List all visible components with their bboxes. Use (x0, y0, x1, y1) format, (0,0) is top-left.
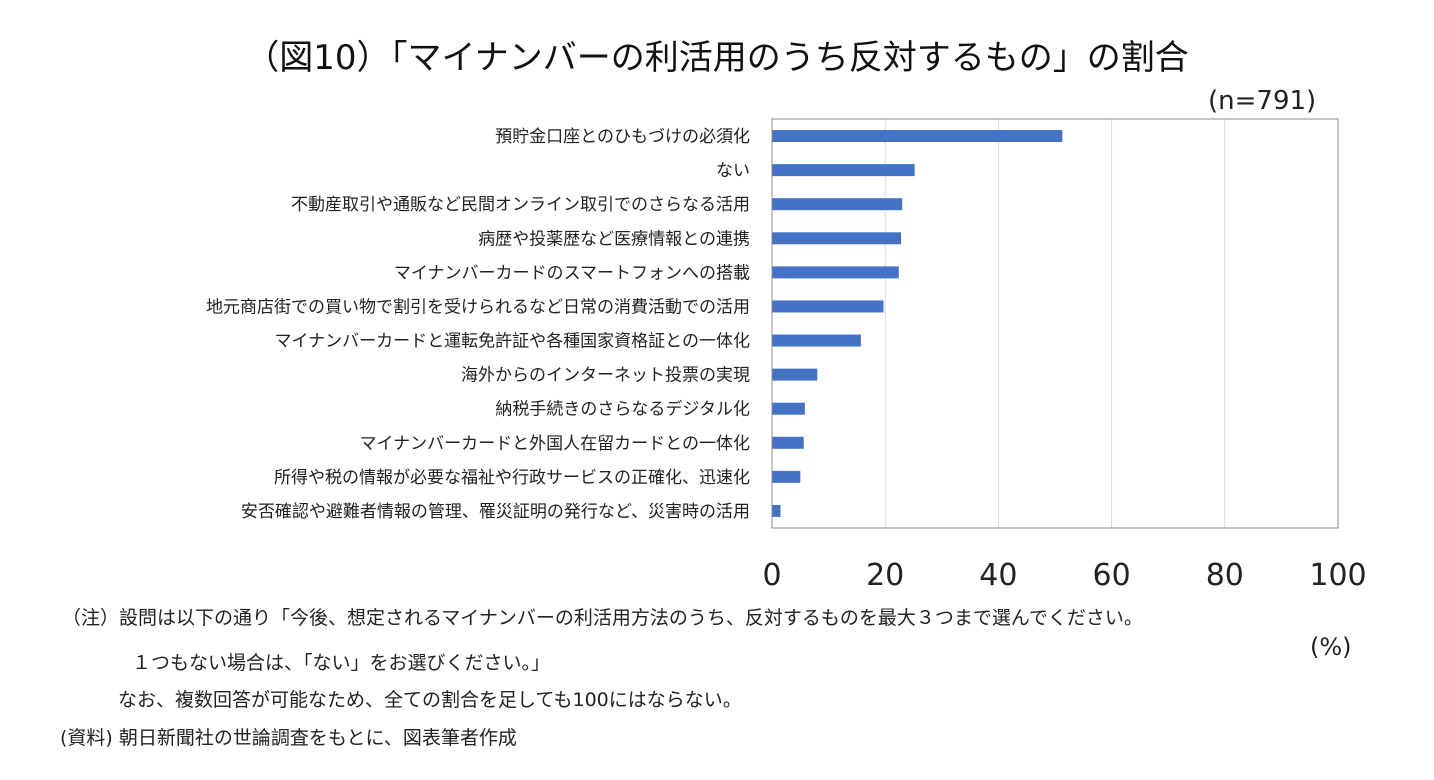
note-line-1: （注）設問は以下の通り「今後、想定されるマイナンバーの利活用方法のうち、反対する… (62, 607, 1143, 629)
gridlines (884, 119, 1226, 528)
x-tick-label: 60 (1093, 558, 1131, 593)
x-tick-labels: 0 20 40 60 80 100 (762, 558, 1366, 593)
x-tick-label: 80 (1206, 558, 1244, 593)
source-line: (資料) 朝日新聞社の世論調査をもとに、図表筆者作成 (60, 727, 517, 749)
bar (772, 130, 1063, 143)
bar (772, 470, 801, 483)
category-label: 安否確認や避難者情報の管理、罹災証明の発行など、災害時の活用 (241, 502, 750, 522)
note-line-3: なお、複数回答が可能なため、全ての割合を足しても100にはならない。 (118, 689, 742, 711)
bar-chart: 預貯金口座とのひもづけの必須化ない不動産取引や通販など民間オンライン取引でのさら… (206, 118, 1367, 593)
bar (772, 436, 804, 449)
x-tick-label: 40 (979, 558, 1017, 593)
category-label: 海外からのインターネット投票の実現 (461, 366, 750, 386)
category-label: 納税手続きのさらなるデジタル化 (495, 399, 750, 420)
bars (772, 130, 1063, 517)
bar (772, 266, 899, 279)
category-label: マイナンバーカードのスマートフォンへの搭載 (394, 263, 750, 283)
plot-area-border (771, 118, 1339, 529)
bar (772, 334, 861, 347)
x-tick-label: 20 (866, 558, 904, 593)
bar (772, 368, 818, 381)
category-label: マイナンバーカードと外国人在留カードとの一体化 (360, 434, 751, 454)
chart-title: （図10）「マイナンバーの利活用のうち反対するもの」の割合 (245, 38, 1189, 78)
category-label: 病歴や投薬歴など医療情報との連携 (478, 229, 750, 249)
category-label: マイナンバーカードと運転免許証や各種国家資格証との一体化 (275, 332, 751, 352)
bar (772, 504, 781, 517)
category-labels: 預貯金口座とのひもづけの必須化ない不動産取引や通販など民間オンライン取引でのさら… (206, 127, 750, 522)
category-label: 預貯金口座とのひもづけの必須化 (495, 127, 750, 147)
bar (772, 232, 902, 245)
sample-size-label: (n=791) (1208, 86, 1317, 116)
bar (772, 164, 915, 177)
bar (772, 300, 884, 313)
category-label: 所得や税の情報が必要な福祉や行政サービスの正確化、迅速化 (274, 468, 750, 488)
category-label: 地元商店街での買い物で割引を受けられるなど日常の消費活動での活用 (206, 297, 750, 317)
category-label: 不動産取引や通販など民間オンライン取引でのさらなる活用 (291, 195, 750, 215)
bar (772, 402, 805, 415)
x-axis-unit: (%) (1310, 633, 1352, 661)
x-tick-label: 100 (1309, 558, 1366, 593)
x-tick-label: 0 (762, 558, 781, 593)
note-line-2: １つもない場合は、「ない」をお選びください。」 (132, 652, 551, 674)
category-label: ない (716, 161, 750, 181)
bar (772, 198, 903, 211)
